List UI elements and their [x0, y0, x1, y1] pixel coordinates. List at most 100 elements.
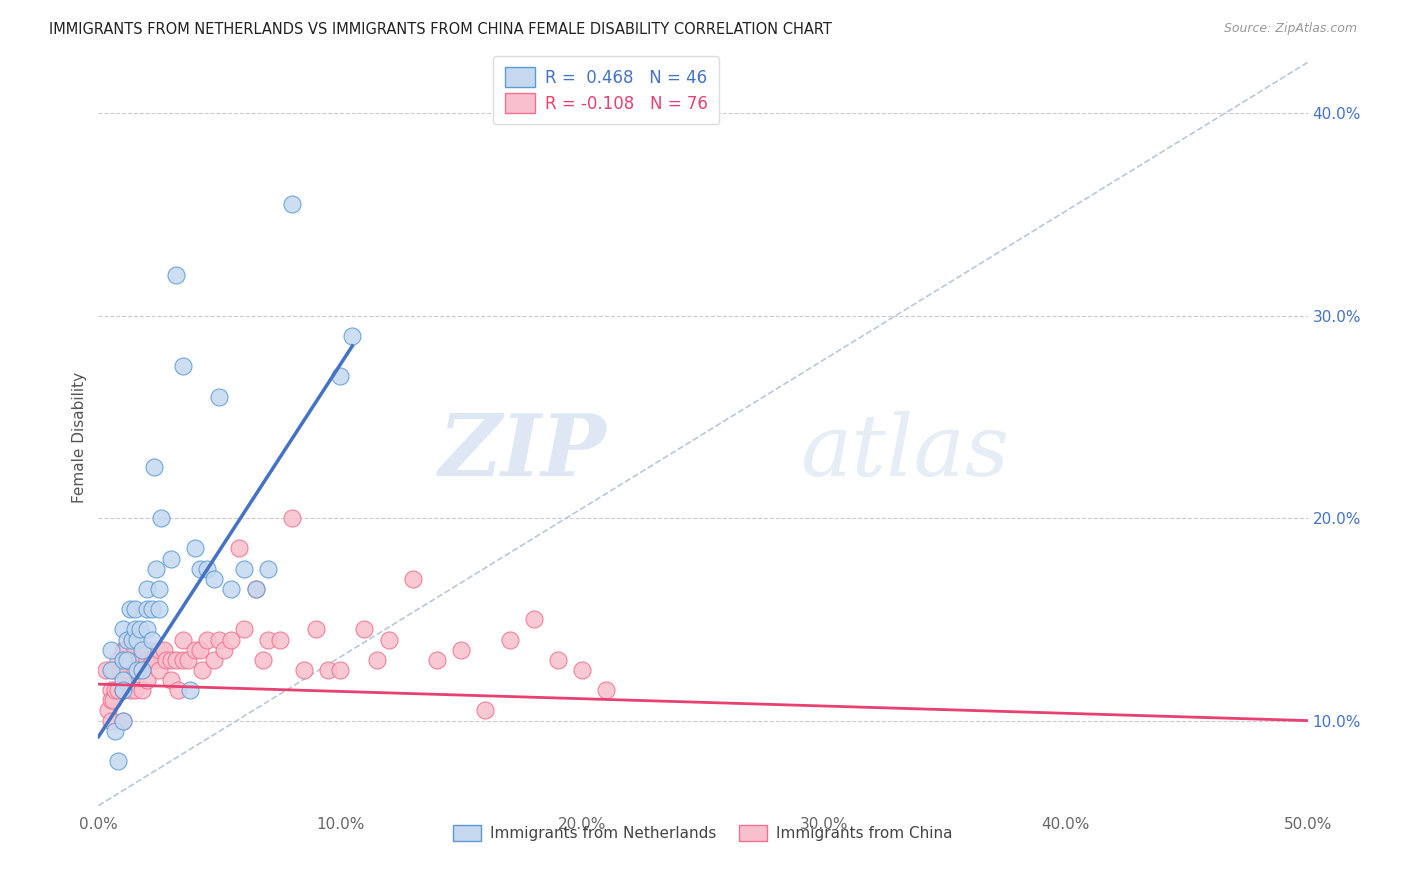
- Point: [155, 653, 177, 667]
- Point: [292, 663, 315, 677]
- Point: [245, 582, 267, 596]
- Point: [245, 582, 267, 596]
- Point: [281, 197, 304, 211]
- Point: [118, 683, 141, 698]
- Point: [128, 653, 150, 667]
- Point: [329, 663, 352, 677]
- Point: [127, 663, 149, 677]
- Text: ZIP: ZIP: [439, 410, 606, 494]
- Point: [172, 359, 194, 374]
- Point: [111, 653, 134, 667]
- Point: [100, 714, 122, 728]
- Point: [316, 663, 339, 677]
- Point: [188, 642, 211, 657]
- Point: [167, 683, 190, 698]
- Point: [121, 653, 143, 667]
- Point: [143, 653, 166, 667]
- Point: [195, 562, 218, 576]
- Point: [172, 653, 194, 667]
- Point: [150, 511, 173, 525]
- Point: [128, 623, 150, 637]
- Point: [148, 642, 170, 657]
- Point: [124, 683, 146, 698]
- Point: [221, 632, 243, 647]
- Point: [204, 572, 226, 586]
- Point: [165, 653, 187, 667]
- Point: [148, 602, 170, 616]
- Point: [281, 511, 304, 525]
- Point: [172, 632, 194, 647]
- Point: [111, 623, 134, 637]
- Point: [111, 714, 134, 728]
- Point: [111, 683, 134, 698]
- Point: [124, 642, 146, 657]
- Point: [134, 642, 156, 657]
- Point: [177, 653, 200, 667]
- Point: [124, 602, 146, 616]
- Point: [165, 268, 187, 282]
- Point: [141, 653, 163, 667]
- Point: [111, 663, 134, 677]
- Point: [160, 673, 183, 687]
- Legend: Immigrants from Netherlands, Immigrants from China: Immigrants from Netherlands, Immigrants …: [446, 818, 960, 849]
- Point: [111, 683, 134, 698]
- Point: [135, 623, 157, 637]
- Point: [127, 632, 149, 647]
- Point: [100, 683, 122, 698]
- Text: IMMIGRANTS FROM NETHERLANDS VS IMMIGRANTS FROM CHINA FEMALE DISABILITY CORRELATI: IMMIGRANTS FROM NETHERLANDS VS IMMIGRANT…: [49, 22, 832, 37]
- Point: [547, 653, 569, 667]
- Point: [141, 632, 163, 647]
- Point: [208, 632, 231, 647]
- Point: [256, 632, 278, 647]
- Point: [135, 602, 157, 616]
- Point: [450, 642, 472, 657]
- Point: [100, 693, 122, 707]
- Point: [124, 663, 146, 677]
- Point: [256, 562, 278, 576]
- Point: [111, 642, 134, 657]
- Point: [100, 663, 122, 677]
- Point: [571, 663, 593, 677]
- Point: [104, 683, 127, 698]
- Point: [118, 602, 141, 616]
- Point: [188, 562, 211, 576]
- Point: [212, 642, 235, 657]
- Point: [131, 663, 153, 677]
- Point: [221, 582, 243, 596]
- Point: [107, 683, 129, 698]
- Point: [329, 369, 352, 384]
- Point: [148, 663, 170, 677]
- Point: [160, 653, 183, 667]
- Point: [114, 642, 136, 657]
- Point: [228, 541, 250, 556]
- Point: [111, 673, 134, 687]
- Point: [342, 328, 364, 343]
- Point: [118, 653, 141, 667]
- Point: [101, 693, 124, 707]
- Point: [269, 632, 291, 647]
- Point: [117, 632, 139, 647]
- Point: [184, 642, 207, 657]
- Point: [97, 703, 120, 717]
- Point: [232, 562, 254, 576]
- Point: [131, 642, 153, 657]
- Point: [426, 653, 449, 667]
- Point: [252, 653, 274, 667]
- Point: [141, 602, 163, 616]
- Point: [135, 673, 157, 687]
- Point: [191, 663, 214, 677]
- Point: [100, 642, 122, 657]
- Point: [498, 632, 520, 647]
- Point: [135, 653, 157, 667]
- Point: [101, 663, 124, 677]
- Point: [94, 663, 117, 677]
- Point: [305, 623, 328, 637]
- Point: [114, 673, 136, 687]
- Point: [474, 703, 496, 717]
- Point: [204, 653, 226, 667]
- Text: Source: ZipAtlas.com: Source: ZipAtlas.com: [1223, 22, 1357, 36]
- Point: [377, 632, 399, 647]
- Point: [184, 541, 207, 556]
- Point: [523, 612, 546, 626]
- Point: [208, 390, 231, 404]
